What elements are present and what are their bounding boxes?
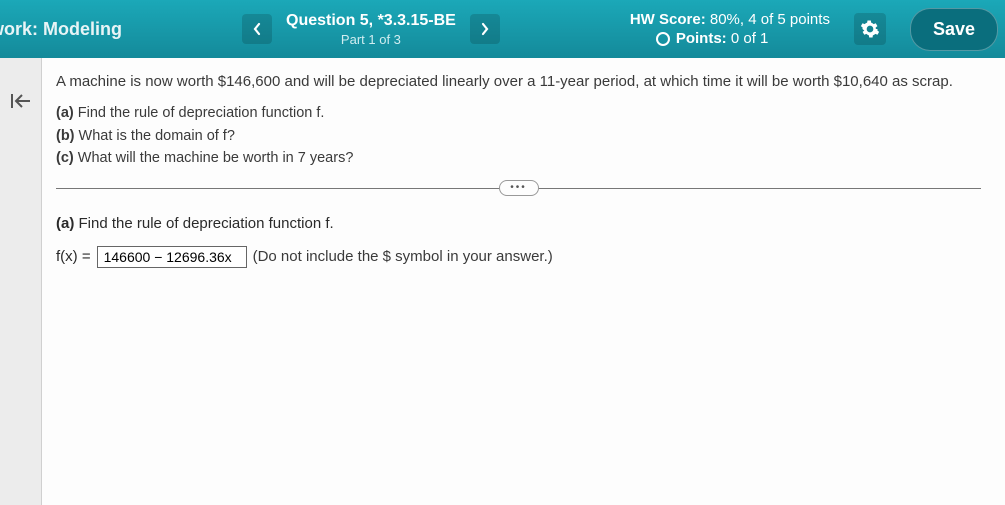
part-b-label: (b)	[56, 128, 75, 144]
chevron-right-icon	[480, 22, 490, 36]
collapse-arrow-icon	[10, 92, 32, 110]
part-b: (b) What is the domain of f?	[56, 125, 981, 147]
part-c-label: (c)	[56, 150, 74, 166]
points-circle-icon	[656, 32, 670, 46]
left-sidebar	[0, 58, 42, 505]
answer-prompt-text: Find the rule of depreciation function f…	[79, 215, 334, 232]
chevron-left-icon	[252, 22, 262, 36]
hw-score-line: HW Score: 80%, 4 of 5 points	[630, 11, 830, 28]
question-title: Question 5, *3.3.15-BE	[286, 12, 456, 30]
points-line: Points: 0 of 1	[656, 30, 830, 47]
answer-input[interactable]	[97, 246, 247, 268]
top-header: work: Modeling Question 5, *3.3.15-BE Pa…	[0, 0, 1005, 58]
problem-intro: A machine is now worth $146,600 and will…	[56, 72, 981, 92]
part-c: (c) What will the machine be worth in 7 …	[56, 147, 981, 169]
question-nav: Question 5, *3.3.15-BE Part 1 of 3	[242, 12, 500, 47]
part-a-label: (a)	[56, 105, 74, 121]
part-a: (a) Find the rule of depreciation functi…	[56, 102, 981, 124]
part-c-text: What will the machine be worth in 7 year…	[78, 150, 354, 166]
hw-score-label: HW Score:	[630, 11, 706, 28]
answer-prompt: (a) Find the rule of depreciation functi…	[56, 215, 981, 232]
fx-label: f(x) =	[56, 248, 91, 265]
save-button[interactable]: Save	[910, 8, 998, 51]
points-value: 0 of 1	[731, 30, 769, 47]
answer-prompt-label: (a)	[56, 215, 74, 232]
answer-line: f(x) = (Do not include the $ symbol in y…	[56, 246, 981, 268]
hw-score-value: 80%, 4 of 5 points	[710, 11, 830, 28]
next-question-button[interactable]	[470, 14, 500, 44]
points-label: Points:	[676, 30, 727, 47]
homework-title: work: Modeling	[0, 19, 122, 40]
body-row: A machine is now worth $146,600 and will…	[0, 58, 1005, 505]
part-b-text: What is the domain of f?	[79, 128, 235, 144]
question-content: A machine is now worth $146,600 and will…	[42, 58, 1005, 505]
settings-button[interactable]	[854, 13, 886, 45]
gear-icon	[860, 19, 880, 39]
expand-pill-button[interactable]: •••	[499, 180, 539, 196]
section-divider: •••	[56, 188, 981, 189]
score-block: HW Score: 80%, 4 of 5 points Points: 0 o…	[630, 11, 830, 47]
part-a-text: Find the rule of depreciation function f…	[78, 105, 325, 121]
collapse-button[interactable]	[4, 86, 38, 121]
question-part: Part 1 of 3	[286, 32, 456, 47]
answer-section: (a) Find the rule of depreciation functi…	[56, 215, 981, 268]
answer-hint: (Do not include the $ symbol in your ans…	[253, 248, 553, 265]
prev-question-button[interactable]	[242, 14, 272, 44]
question-info: Question 5, *3.3.15-BE Part 1 of 3	[286, 12, 456, 47]
problem-parts: (a) Find the rule of depreciation functi…	[56, 102, 981, 169]
